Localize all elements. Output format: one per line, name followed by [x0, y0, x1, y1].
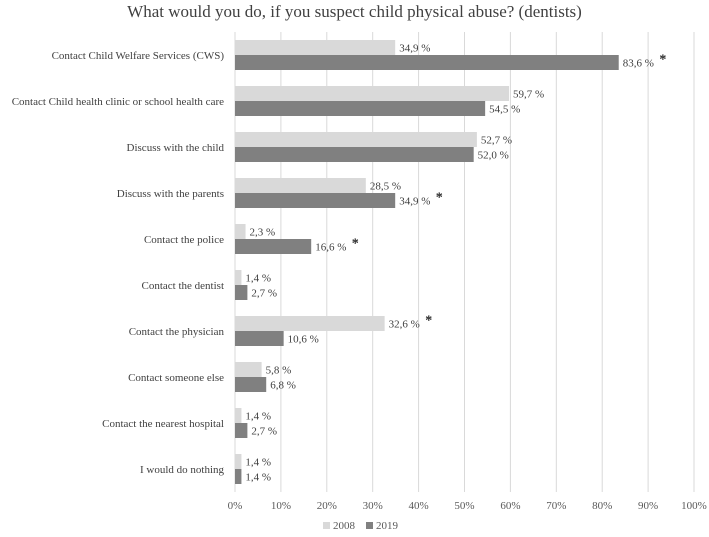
data-label: 1,4 %	[245, 457, 271, 469]
significance-marker: *	[436, 191, 443, 206]
data-label: 2,3 %	[250, 227, 276, 239]
bar-2008	[235, 270, 242, 285]
data-label: 5,8 %	[266, 365, 292, 377]
category-label: Contact someone else	[128, 372, 224, 384]
bar-2008	[235, 454, 242, 469]
bars	[235, 40, 619, 484]
bar-2008	[235, 86, 510, 101]
category-labels: Contact Child Welfare Services (CWS) Cont…	[12, 50, 225, 476]
data-label: 1,4 %	[245, 411, 271, 423]
x-tick-label: 70%	[546, 500, 566, 512]
data-label: 6,8 %	[270, 380, 296, 392]
x-tick-labels: 0% 10% 20% 30% 40% 50% 60% 70% 80% 90% 100%	[228, 500, 707, 512]
x-tick-label: 60%	[500, 500, 520, 512]
data-label: 83,6 %	[623, 58, 654, 70]
bar-2019	[235, 377, 267, 392]
grid-lines	[234, 32, 695, 492]
significance-marker: *	[425, 314, 432, 329]
category-label: Contact the dentist	[142, 280, 224, 292]
significance-marker: *	[659, 53, 666, 68]
x-tick-label: 50%	[454, 500, 474, 512]
x-tick-label: 30%	[363, 500, 383, 512]
category-label: Discuss with the child	[127, 142, 225, 154]
data-label: 34,9 %	[399, 196, 430, 208]
bar-2019	[235, 239, 312, 254]
bar-2019	[235, 285, 248, 300]
legend-label: 2019	[376, 520, 399, 532]
bar-2019	[235, 147, 474, 162]
x-tick-label: 10%	[271, 500, 291, 512]
category-label: Discuss with the parents	[117, 188, 224, 200]
bar-2019	[235, 331, 284, 346]
data-label: 28,5 %	[370, 181, 401, 193]
bar-2008	[235, 40, 396, 55]
legend-swatch-2019	[366, 522, 373, 529]
category-label: Contact the police	[144, 234, 224, 246]
bar-2019	[235, 469, 242, 484]
bar-2019	[235, 423, 248, 438]
legend-label: 2008	[333, 520, 356, 532]
category-label: Contact Child Welfare Services (CWS)	[52, 50, 225, 62]
x-tick-label: 80%	[592, 500, 612, 512]
data-label: 2,7 %	[251, 288, 277, 300]
bar-2008	[235, 316, 385, 331]
x-tick-label: 90%	[638, 500, 658, 512]
data-label: 52,7 %	[481, 135, 512, 147]
data-label: 54,5 %	[489, 104, 520, 116]
bar-2008	[235, 408, 242, 423]
x-tick-label: 40%	[409, 500, 429, 512]
x-tick-label: 0%	[228, 500, 243, 512]
bar-2019	[235, 101, 486, 116]
data-label: 59,7 %	[513, 89, 544, 101]
bar-2008	[235, 132, 477, 147]
bar-2008	[235, 224, 246, 239]
category-label: Contact Child health clinic or school he…	[12, 96, 224, 108]
data-label: 32,6 %	[389, 319, 420, 331]
significance-marker: *	[352, 237, 359, 252]
data-label: 1,4 %	[245, 472, 271, 484]
legend-swatch-2008	[323, 522, 330, 529]
x-tick-label: 20%	[317, 500, 337, 512]
data-label: 34,9 %	[399, 43, 430, 55]
category-label: Contact the physician	[129, 326, 225, 338]
x-tick-label: 100%	[681, 500, 707, 512]
legend: 2008 2019	[323, 520, 399, 532]
bar-2019	[235, 193, 396, 208]
category-label: Contact the nearest hospital	[102, 418, 224, 430]
data-label: 2,7 %	[251, 426, 277, 438]
data-label: 10,6 %	[288, 334, 319, 346]
category-label: I would do nothing	[140, 464, 225, 476]
data-label: 16,6 %	[315, 242, 346, 254]
chart-title: What would you do, if you suspect child …	[127, 2, 582, 21]
bar-2008	[235, 362, 262, 377]
data-label: 1,4 %	[245, 273, 271, 285]
data-labels: 34,9 % 83,6 % * 59,7 % 54,5 % 52,7 % 52,0 % 28,…	[245, 43, 666, 484]
data-label: 52,0 %	[478, 150, 509, 162]
bar-2019	[235, 55, 619, 70]
bar-2008	[235, 178, 366, 193]
